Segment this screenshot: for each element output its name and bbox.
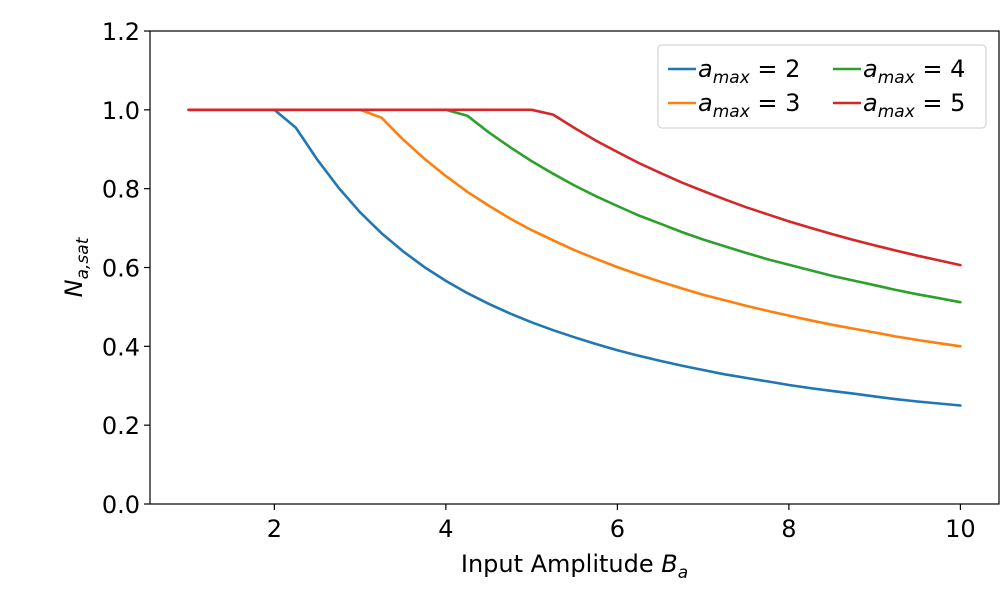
y-tick-label: 0.0 [102, 491, 140, 519]
y-tick-label: 0.8 [102, 176, 140, 204]
x-tick-label: 6 [610, 515, 625, 543]
legend-label-1: amax = 2 [698, 55, 800, 88]
series-layer [187, 108, 962, 407]
y-tick-label: 0.4 [102, 333, 140, 361]
y-tick-label: 0.2 [102, 412, 140, 440]
x-tick-label: 8 [781, 515, 796, 543]
legend-label-2: amax = 3 [698, 89, 800, 122]
x-axis: 2 4 6 8 10 [267, 504, 976, 543]
y-axis-label-var: N [60, 279, 88, 297]
y-tick-label: 1.0 [102, 97, 140, 125]
y-axis-label-sub: a,sat [73, 236, 93, 279]
legend-label-3: amax = 4 [863, 55, 965, 88]
x-axis-label-var: B [661, 550, 677, 578]
series-line-4 [187, 108, 962, 267]
legend-label-4: amax = 5 [863, 89, 965, 122]
y-tick-label: 0.6 [102, 255, 140, 283]
y-tick-label: 1.2 [102, 18, 140, 46]
x-tick-label: 2 [267, 515, 282, 543]
x-tick-label: 10 [945, 515, 976, 543]
y-axis: 0.0 0.2 0.4 0.6 0.8 1.0 1.2 [102, 18, 150, 519]
x-tick-label: 4 [438, 515, 453, 543]
x-axis-label: Input Amplitude Ba [461, 550, 688, 583]
x-axis-label-text: Input Amplitude [461, 550, 661, 578]
x-axis-label-sub: a [678, 563, 688, 583]
legend-box [657, 44, 987, 129]
y-axis-label: Na,sat [60, 236, 93, 297]
series-line-1 [187, 108, 962, 407]
